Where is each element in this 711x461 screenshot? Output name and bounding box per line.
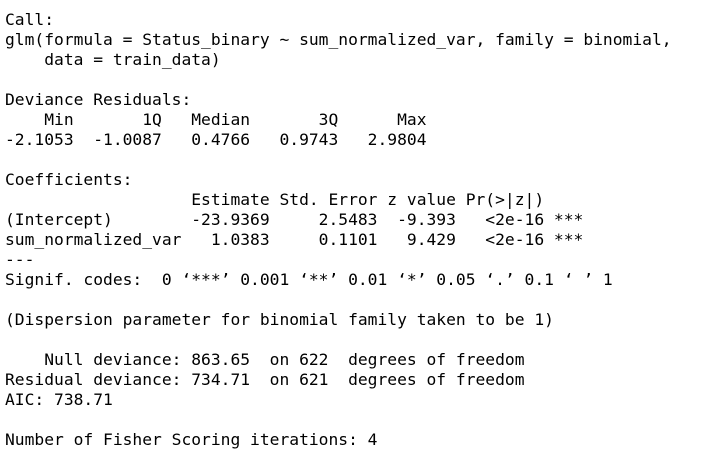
coefficients-header: Estimate Std. Error z value Pr(>|z|) [5, 190, 584, 209]
deviance-residuals-header: Min 1Q Median 3Q Max [5, 110, 447, 129]
blank-line [5, 150, 711, 170]
coefficient-row-sum-normalized-var: sum_normalized_var 1.0383 0.1101 9.429 <… [5, 230, 584, 249]
blank-line [5, 330, 711, 350]
coefficients-title: Coefficients: [5, 170, 133, 189]
dispersion-note: (Dispersion parameter for binomial famil… [5, 310, 554, 329]
blank-line [5, 70, 711, 90]
fisher-scoring-iterations: Number of Fisher Scoring iterations: 4 [5, 430, 378, 449]
signif-codes: Signif. codes: 0 ‘***’ 0.001 ‘**’ 0.01 ‘… [5, 270, 613, 289]
deviance-residuals-title: Deviance Residuals: [5, 90, 192, 109]
null-deviance: Null deviance: 863.65 on 622 degrees of … [5, 350, 525, 369]
call-header: Call: [5, 10, 55, 29]
blank-line [5, 410, 711, 430]
blank-line [5, 290, 711, 310]
residual-deviance: Residual deviance: 734.71 on 621 degrees… [5, 370, 525, 389]
coefficient-row-intercept: (Intercept) -23.9369 2.5483 -9.393 <2e-1… [5, 210, 584, 229]
coefficients-separator: --- [5, 250, 35, 269]
call-formula-line: glm(formula = Status_binary ~ sum_normal… [5, 30, 672, 49]
call-data-line: data = train_data) [5, 50, 221, 69]
deviance-residuals-values: -2.1053 -1.0087 0.4766 0.9743 2.9804 [5, 130, 447, 149]
aic-value: AIC: 738.71 [5, 390, 113, 409]
